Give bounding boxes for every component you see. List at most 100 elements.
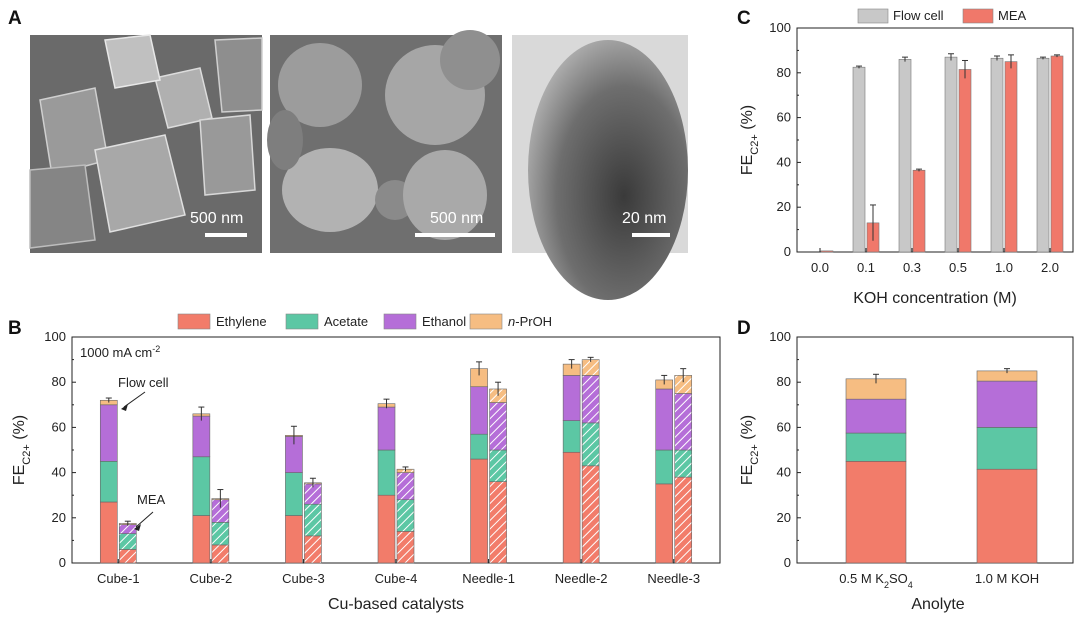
b-ytick-label: 100 <box>44 329 66 344</box>
d-ytick-label: 80 <box>777 374 791 389</box>
scale-bar-label: 500 nm <box>430 210 483 227</box>
d-y-axis-title: FEC2+ (%) <box>739 415 761 485</box>
d-bar-ethylene <box>976 468 1038 564</box>
b-legend-swatch <box>177 313 211 330</box>
c-ytick-label: 40 <box>777 154 791 169</box>
b-bar-flow-cell-acetate <box>285 472 303 516</box>
b-xtick-label: Cube-3 <box>282 571 325 586</box>
c-y-axis-title: FEC2+ (%) <box>739 105 761 175</box>
c-bar-flow-cell <box>944 56 958 253</box>
b-bar-flow-cell-ethanol <box>99 404 118 462</box>
b-xtick-label: Cube-4 <box>375 571 418 586</box>
chart-d: 0 20 40 60 80 100 0.5 M K2SO4 1.0 M KOH Anolyte F… <box>739 329 1074 613</box>
panel-label-c: C <box>737 8 751 29</box>
b-bar-flow-cell-ethylene <box>99 501 118 564</box>
b-bar-flow-cell-acetate <box>470 433 488 460</box>
b-xtick-label: Needle-3 <box>647 571 700 586</box>
c-ytick-label: 100 <box>769 20 791 35</box>
b-legend-swatch <box>383 313 417 330</box>
b-ytick-label: 60 <box>52 419 66 434</box>
b-bar-mea-ethanol <box>674 393 693 451</box>
b-bar-flow-cell-ethylene <box>562 451 581 564</box>
micrograph-needle-sem: 500 nm <box>267 30 502 253</box>
c-bar-flow-cell <box>1036 57 1050 253</box>
c-legend-swatch <box>962 8 994 24</box>
b-bar-flow-cell-ethylene <box>377 494 396 564</box>
c-xtick-label: 0.0 <box>811 260 829 275</box>
d-bar-acetate <box>976 427 1038 470</box>
b-y-axis-title: FEC2+ (%) <box>11 415 33 485</box>
b-bar-flow-cell-ethylene <box>285 515 303 564</box>
d-bar-ethanol <box>976 380 1038 428</box>
panel-label-b: B <box>8 318 22 339</box>
c-bar-mea <box>1050 55 1064 253</box>
d-bar-ethanol <box>845 398 907 434</box>
c-bar-mea <box>912 169 926 253</box>
b-ytick-label: 0 <box>59 555 66 570</box>
b-bar-mea-ethylene <box>211 544 230 564</box>
b-bar-mea-ethanol <box>118 524 137 534</box>
b-bar-mea-ethanol <box>489 402 507 451</box>
b-plot-frame <box>71 336 721 564</box>
b-bar-mea-acetate <box>211 522 230 546</box>
c-xtick-label: 2.0 <box>1041 260 1059 275</box>
b-bar-mea-npoh <box>581 359 600 376</box>
d-bar-ethylene <box>845 460 907 564</box>
c-bar-flow-cell <box>990 57 1004 253</box>
d-ytick-label: 40 <box>777 465 791 480</box>
d-ytick-label: 100 <box>769 329 791 344</box>
c-ytick-label: 0 <box>784 244 791 259</box>
c-ytick-label: 20 <box>777 199 791 214</box>
b-bar-mea-ethylene <box>674 476 693 564</box>
d-bar-acetate <box>845 432 907 462</box>
b-bar-flow-cell-ethylene <box>655 483 674 564</box>
b-bar-mea-ethanol <box>581 375 600 424</box>
c-legend-label: MEA <box>998 8 1027 23</box>
c-xtick-label: 0.1 <box>857 260 875 275</box>
b-bar-flow-cell-ethanol <box>470 386 488 435</box>
c-bar-mea <box>1004 61 1018 253</box>
b-bar-flow-cell-acetate <box>562 420 581 453</box>
b-ytick-label: 80 <box>52 374 66 389</box>
c-xtick-label: 1.0 <box>995 260 1013 275</box>
c-bar-mea <box>958 69 972 253</box>
b-bar-flow-cell-acetate <box>655 449 674 485</box>
b-x-axis-title: Cu-based catalysts <box>328 596 464 613</box>
b-annotation-mea: MEA <box>137 492 166 507</box>
b-xtick-label: Needle-2 <box>555 571 608 586</box>
panel-label-d: D <box>737 318 751 339</box>
b-ytick-label: 40 <box>52 465 66 480</box>
scale-bar-label: 500 nm <box>190 210 243 227</box>
b-current-density-label: 1000 mA cm-2 <box>80 344 160 360</box>
b-bar-flow-cell-ethanol <box>562 375 581 421</box>
d-x-axis-title: Anolyte <box>911 596 964 613</box>
c-bar-mea <box>820 250 834 253</box>
b-xtick-label: Cube-2 <box>190 571 233 586</box>
b-xtick-label: Cube-1 <box>97 571 140 586</box>
chart-b: 0 20 40 60 80 100 Cube-1 Cube-2 Cube-3 Cube-4 Need… <box>11 313 721 613</box>
b-legend-label: n-PrOH <box>508 314 552 329</box>
micrograph-cube-sem: 500 nm <box>29 34 263 253</box>
d-ytick-label: 0 <box>784 555 791 570</box>
b-bar-flow-cell-ethylene <box>470 458 488 564</box>
c-xtick-label: 0.3 <box>903 260 921 275</box>
b-legend-swatch <box>285 313 319 330</box>
b-bar-flow-cell-acetate <box>99 460 118 503</box>
b-legend-swatch <box>469 313 503 330</box>
b-bar-mea-ethanol <box>396 472 415 501</box>
b-bar-mea-acetate <box>304 503 322 537</box>
c-bar-flow-cell <box>898 59 912 253</box>
b-bar-flow-cell-acetate <box>192 456 211 516</box>
c-x-axis-title: KOH concentration (M) <box>853 290 1017 307</box>
c-xtick-label: 0.5 <box>949 260 967 275</box>
b-bar-mea-acetate <box>489 449 507 482</box>
b-bar-flow-cell-acetate <box>377 449 396 496</box>
chart-c: 0 20 40 60 80 100 0.0 0.1 0.3 0.5 1.0 2.0 Flow cell M… <box>739 8 1074 307</box>
d-ytick-label: 60 <box>777 419 791 434</box>
c-ytick-label: 80 <box>777 65 791 80</box>
b-bar-mea-ethylene <box>118 549 137 564</box>
c-ytick-label: 60 <box>777 110 791 125</box>
panel-label-a: A <box>8 8 22 29</box>
b-annotation-flow-cell: Flow cell <box>118 375 169 390</box>
b-annotation-arrowhead <box>121 404 128 411</box>
